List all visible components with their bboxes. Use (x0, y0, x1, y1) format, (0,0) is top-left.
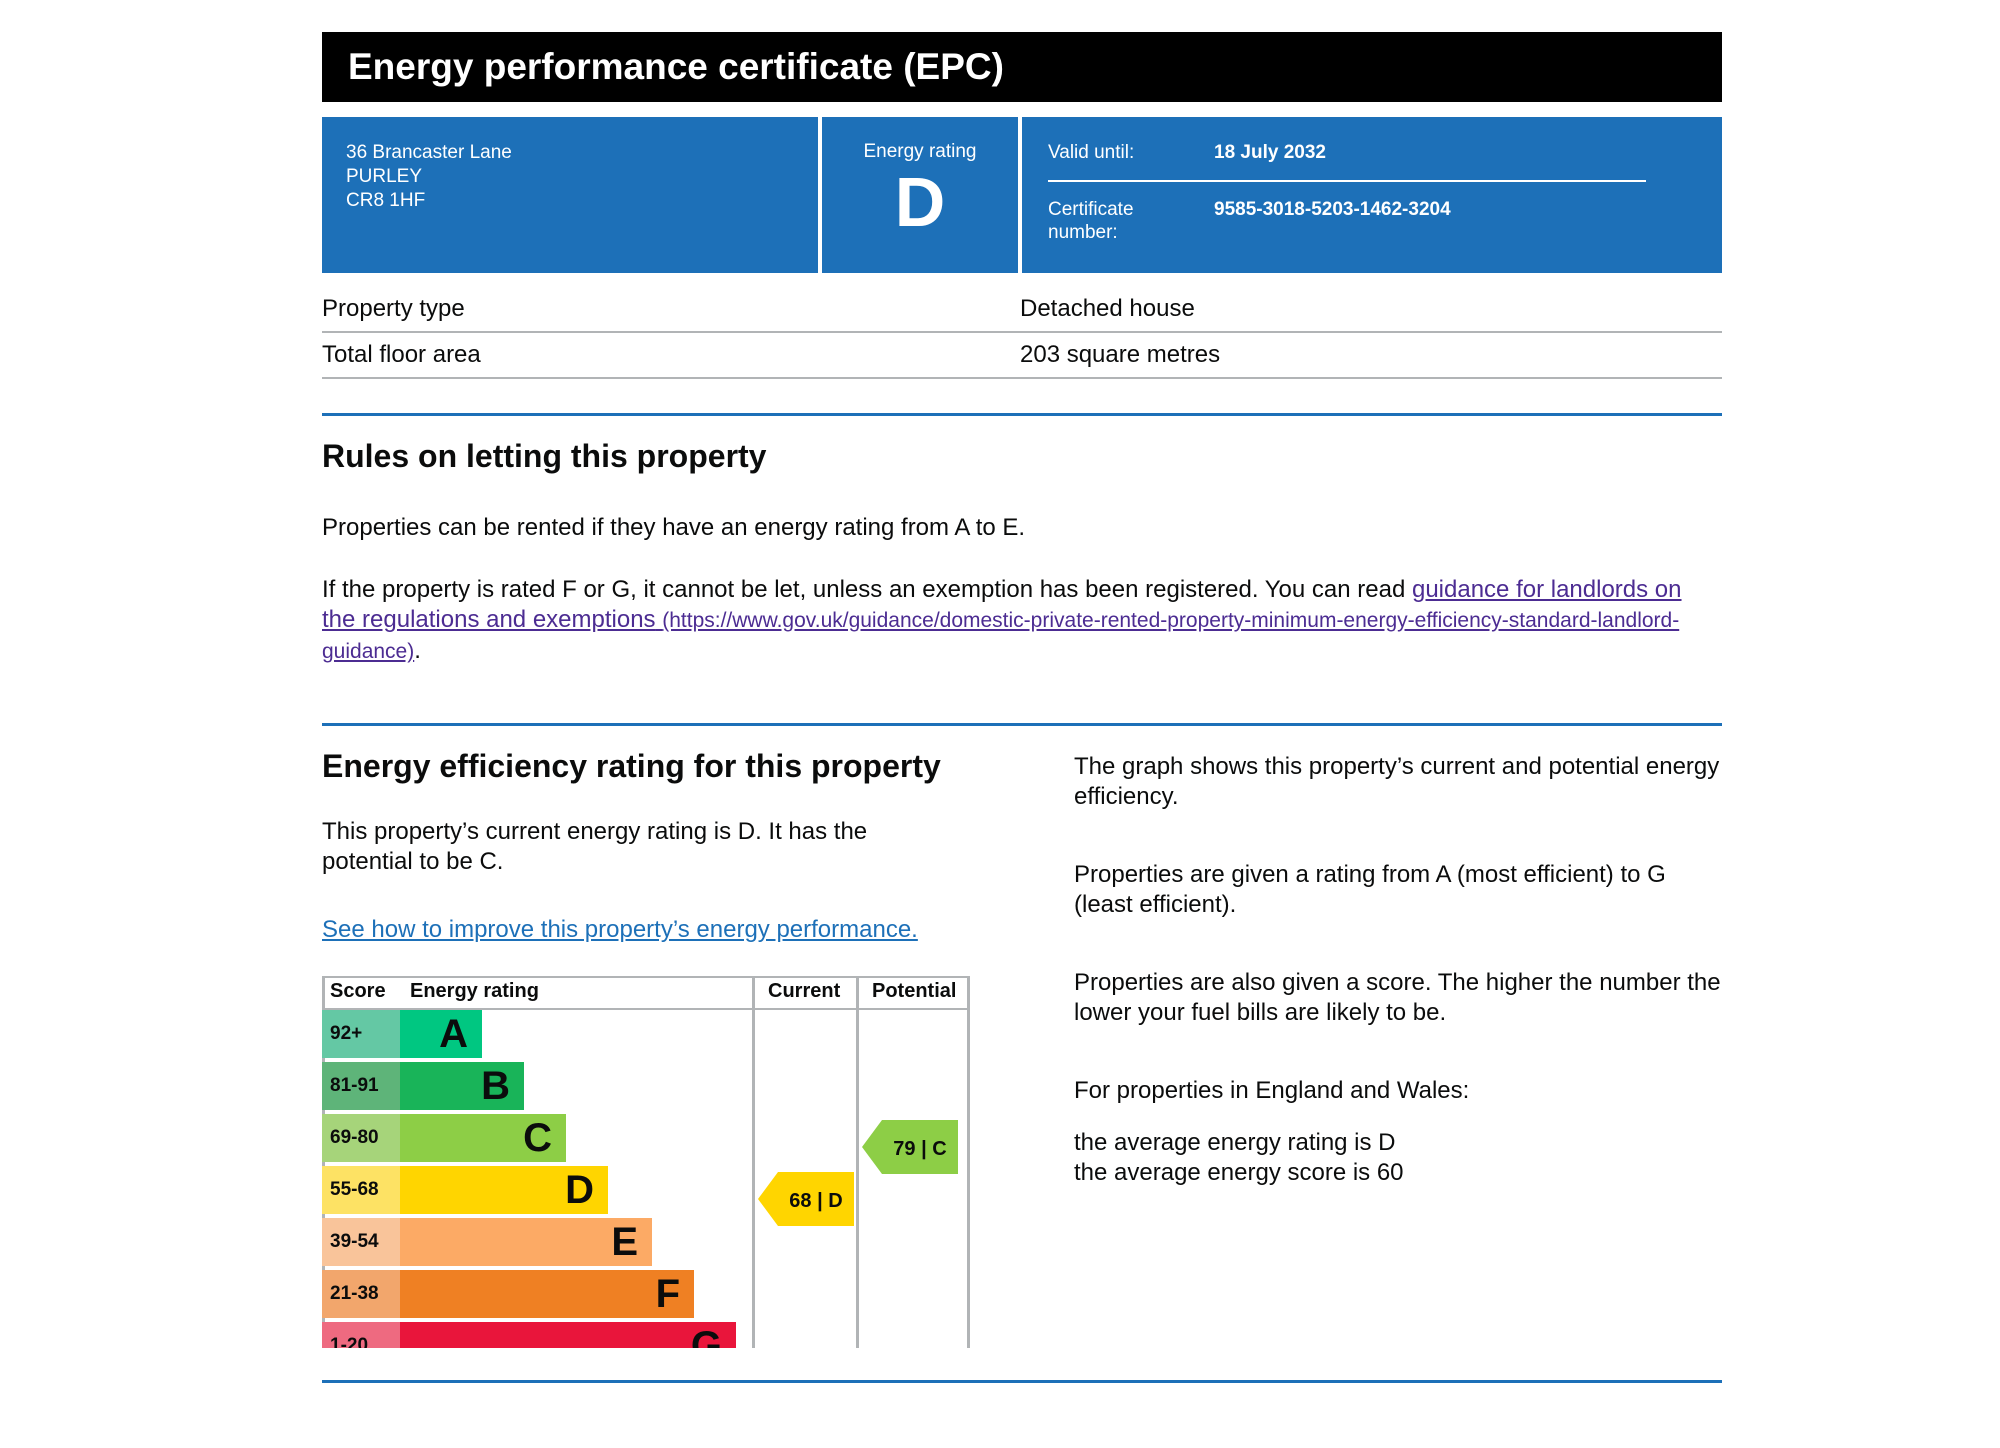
letting-para1: Properties can be rented if they have an… (322, 514, 1026, 541)
potential-rating-arrow-shape (862, 1120, 958, 1174)
chart-header-rule (322, 1008, 970, 1010)
floor-area-row: Total floor area 203 square metres (322, 333, 1722, 379)
band-score-c: 69-80 (322, 1114, 400, 1162)
info-divider (1048, 180, 1646, 182)
current-rating-arrow: 68 | D (758, 1172, 854, 1226)
band-bar-g: G (400, 1322, 736, 1348)
address-box: 36 Brancaster Lane PURLEY CR8 1HF (322, 117, 818, 273)
band-score-f: 21-38 (322, 1270, 400, 1318)
efficiency-section: Energy efficiency rating for this proper… (322, 726, 1722, 1380)
rating-column-header: Energy rating (410, 980, 539, 1002)
chart-col-sep (856, 978, 859, 1348)
current-rating-text: This property’s current energy rating is… (322, 818, 868, 875)
band-score-d: 55-68 (322, 1166, 400, 1214)
landlord-guidance-link[interactable]: guidance for landlords on the regulation… (322, 576, 1682, 663)
band-bar-c: C (400, 1114, 566, 1162)
address-line2: PURLEY (346, 166, 423, 187)
section-divider (322, 1380, 1722, 1383)
rating-explanation: Properties are given a rating from A (mo… (1074, 861, 1666, 918)
efficiency-left: Energy efficiency rating for this proper… (322, 726, 982, 1348)
average-rating-text: the average energy rating is D (1074, 1129, 1396, 1156)
valid-until-value: 18 July 2032 (1214, 142, 1326, 163)
region-text: For properties in England and Wales: (1074, 1077, 1470, 1104)
energy-rating-box: Energy rating D (822, 117, 1018, 273)
band-bar-a: A (400, 1010, 482, 1058)
band-score-b: 81-91 (322, 1062, 400, 1110)
current-column-header: Current (768, 980, 841, 1002)
property-type-label: Property type (322, 295, 465, 322)
page-title: Energy performance certificate (EPC) (322, 32, 1722, 102)
efficiency-heading: Energy efficiency rating for this proper… (322, 748, 941, 784)
letting-para2: If the property is rated F or G, it cann… (322, 576, 1682, 664)
certificate-info-box: Valid until: 18 July 2032 Certificate nu… (1022, 117, 1722, 273)
certificate-number-value: 9585-3018-5203-1462-3204 (1214, 199, 1451, 220)
band-score-g: 1-20 (322, 1322, 400, 1348)
band-bar-b: B (400, 1062, 524, 1110)
summary-header: 36 Brancaster Lane PURLEY CR8 1HF Energy… (322, 117, 1722, 273)
energy-rating-chart: Score Energy rating Current Potential 92… (322, 976, 970, 1348)
chart-col-sep (752, 978, 755, 1348)
score-explanation: Properties are also given a score. The h… (1074, 969, 1721, 1026)
property-type-value: Detached house (1020, 295, 1195, 322)
band-score-a: 92+ (322, 1010, 400, 1058)
certificate-number-label: Certificate number: (1048, 199, 1134, 243)
band-bar-e: E (400, 1218, 652, 1266)
floor-area-value: 203 square metres (1020, 341, 1221, 368)
section-divider (322, 413, 1722, 416)
improve-performance-link[interactable]: See how to improve this property’s energ… (322, 916, 918, 943)
band-score-e: 39-54 (322, 1218, 400, 1266)
epc-page: Energy performance certificate (EPC) 36 … (322, 32, 1722, 1383)
section-divider (322, 723, 1722, 726)
graph-explanation: The graph shows this property’s current … (1074, 753, 1720, 810)
energy-rating-letter: D (894, 163, 946, 241)
band-bar-d: D (400, 1166, 608, 1214)
average-score-text: the average energy score is 60 (1074, 1159, 1404, 1186)
energy-rating-label: Energy rating (863, 141, 977, 162)
valid-until-label: Valid until: (1048, 142, 1135, 163)
chart-border (967, 978, 970, 1348)
potential-column-header: Potential (872, 980, 957, 1002)
current-rating-arrow-label: 68 | D (789, 1190, 842, 1212)
score-column-header: Score (330, 980, 386, 1002)
floor-area-label: Total floor area (322, 341, 481, 368)
potential-rating-arrow-label: 79 | C (893, 1138, 946, 1160)
efficiency-right: The graph shows this property’s current … (1074, 726, 1722, 1188)
current-rating-arrow-shape (758, 1172, 854, 1226)
letting-heading: Rules on letting this property (322, 438, 767, 474)
chart-border (322, 978, 325, 1348)
address-line1: 36 Brancaster Lane (346, 142, 512, 163)
address-line3: CR8 1HF (346, 190, 426, 211)
band-bar-f: F (400, 1270, 694, 1318)
property-type-row: Property type Detached house (322, 287, 1722, 333)
potential-rating-arrow: 79 | C (862, 1120, 958, 1174)
